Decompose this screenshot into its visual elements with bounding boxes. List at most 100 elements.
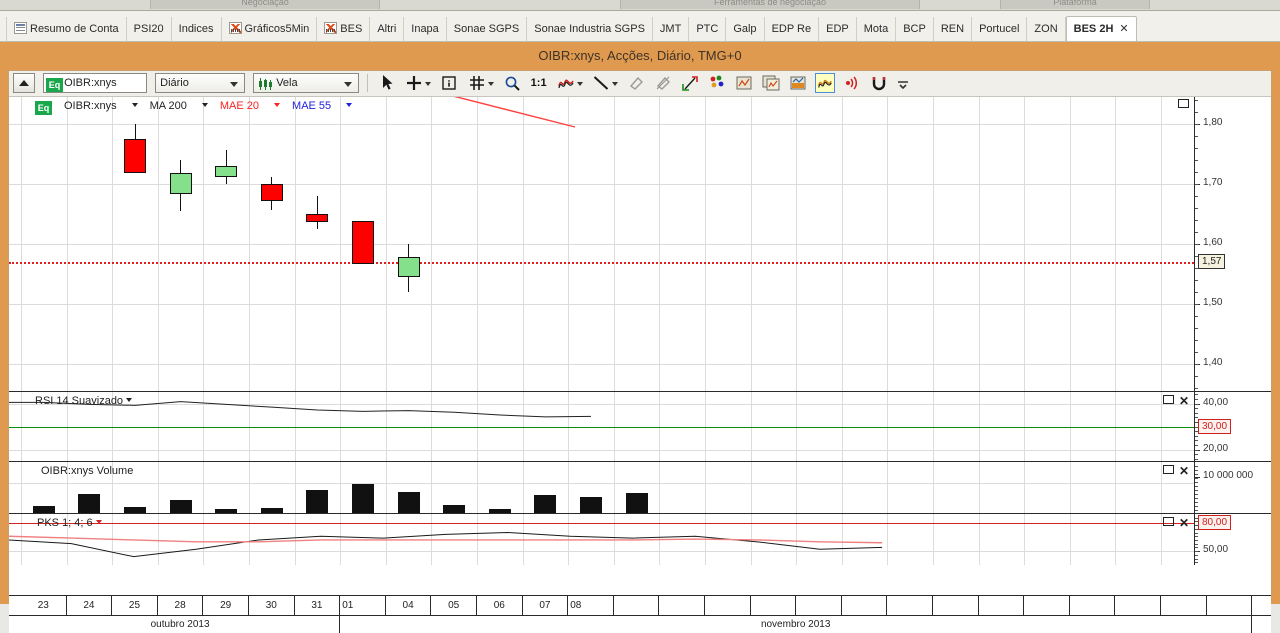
price-pane-controls[interactable] — [1178, 99, 1189, 112]
volume-bar[interactable] — [124, 506, 146, 513]
close-pane-icon[interactable]: ✕ — [1178, 394, 1189, 408]
toolbar-overflow-icon[interactable] — [896, 79, 916, 96]
rsi-plot[interactable] — [9, 392, 1194, 461]
date-tick[interactable]: 29 — [203, 596, 249, 615]
print-chart-icon[interactable] — [788, 73, 808, 93]
pks-pane-controls[interactable]: ✕ — [1162, 516, 1189, 530]
volume-bar[interactable] — [580, 497, 602, 513]
date-tick[interactable]: 08 — [568, 596, 614, 615]
volume-pane-controls[interactable]: ✕ — [1162, 464, 1189, 478]
tab-bcp[interactable]: BCP — [896, 17, 934, 41]
period-select[interactable]: Diário — [155, 73, 246, 93]
tab-mota[interactable]: Mota — [857, 17, 897, 41]
legend-item[interactable]: MAE 20 — [220, 100, 281, 112]
legend-dropdown-icon[interactable] — [201, 103, 208, 107]
maximize-pane-icon[interactable] — [1162, 395, 1174, 404]
volume-bar[interactable] — [32, 505, 55, 513]
date-tick[interactable]: 01 — [340, 596, 386, 615]
tab-zon[interactable]: ZON — [1027, 17, 1066, 41]
volume-pane[interactable]: 10 000 000 OIBR:xnys Volume ✕ — [9, 461, 1271, 513]
date-tick[interactable]: 31 — [295, 596, 341, 615]
price-plot[interactable] — [9, 97, 1194, 391]
copy-chart-icon[interactable] — [734, 73, 754, 93]
tab-sonae-sgps[interactable]: Sonae SGPS — [447, 17, 528, 41]
trendline-dropdown-icon[interactable] — [611, 82, 618, 86]
tab-inapa[interactable]: Inapa — [404, 17, 447, 41]
volume-bar[interactable] — [215, 509, 238, 513]
tab-edp-re[interactable]: EDP Re — [765, 17, 820, 41]
date-tick[interactable] — [1161, 596, 1207, 615]
volume-bar[interactable] — [397, 491, 420, 513]
magnet-icon[interactable] — [869, 73, 889, 93]
info-icon[interactable] — [439, 73, 459, 93]
date-tick[interactable]: 06 — [477, 596, 523, 615]
tab-edp[interactable]: EDP — [819, 17, 857, 41]
close-pane-icon[interactable]: ✕ — [1178, 464, 1189, 478]
volume-bar[interactable] — [306, 490, 329, 513]
date-tick[interactable] — [796, 596, 842, 615]
tab-ptc[interactable]: PTC — [689, 17, 727, 41]
candlestick[interactable] — [352, 97, 374, 391]
tab-galp[interactable]: Galp — [726, 17, 765, 41]
tab-gr-ficos5min[interactable]: Gráficos5Min — [222, 17, 318, 41]
legend-item[interactable]: MAE 55 — [292, 100, 353, 112]
tab-psi20[interactable]: PSI20 — [127, 17, 172, 41]
pks-axis[interactable]: 50,00 80,00 — [1194, 514, 1271, 565]
legend-item[interactable]: Eq OIBR:xnys — [35, 100, 138, 115]
tab-resumo-de-conta[interactable]: Resumo de Conta — [6, 17, 127, 41]
candlestick[interactable] — [169, 97, 192, 391]
legend-dropdown-icon[interactable] — [131, 103, 138, 107]
rsi-pane[interactable]: 40,00 20,00 30,00 RSI 14 Suavizado ✕ — [9, 391, 1271, 461]
date-tick[interactable] — [1207, 596, 1253, 615]
candlestick[interactable] — [397, 97, 420, 391]
legend-dropdown-icon[interactable] — [274, 103, 281, 107]
cursor-arrow-icon[interactable] — [377, 73, 397, 93]
date-tick[interactable] — [979, 596, 1025, 615]
volume-bar[interactable] — [443, 505, 466, 513]
candlestick[interactable] — [306, 97, 329, 391]
date-tick[interactable] — [933, 596, 979, 615]
tab-bes[interactable]: BES — [317, 17, 371, 41]
price-pane[interactable]: 1,80 1,70 1,60 1,50 1,40 1,57 Eq OIBR:xnys MA 2… — [9, 97, 1271, 391]
crosshair-dropdown-icon[interactable] — [425, 82, 432, 86]
date-tick[interactable]: 23 — [21, 596, 67, 615]
grid-icon[interactable] — [467, 73, 487, 93]
pks-plot[interactable] — [9, 514, 1194, 565]
date-tick[interactable] — [751, 596, 797, 615]
volume-bar[interactable] — [488, 508, 511, 513]
date-tick[interactable]: 05 — [431, 596, 477, 615]
volume-bar[interactable] — [260, 507, 283, 513]
pks-pane[interactable]: 50,00 80,00 PKS 1; 4; 6 ✕ — [9, 513, 1271, 565]
chart-area[interactable]: 1,80 1,70 1,60 1,50 1,40 1,57 Eq OIBR:xnys MA 2… — [9, 97, 1271, 595]
volume-axis[interactable]: 10 000 000 — [1194, 462, 1271, 513]
candlestick[interactable] — [124, 97, 146, 391]
collapse-panel-button[interactable] — [13, 73, 35, 93]
maximize-pane-icon[interactable] — [1162, 465, 1174, 474]
date-axis[interactable]: 23 24 25 28 29 30 31 01 04 05 06 07 08 outubro 2013 n… — [9, 595, 1271, 633]
date-tick[interactable]: 04 — [386, 596, 432, 615]
price-axis[interactable]: 1,80 1,70 1,60 1,50 1,40 1,57 — [1194, 97, 1271, 391]
tab-close-icon[interactable]: ✕ — [1119, 23, 1129, 35]
volume-bar[interactable] — [625, 493, 648, 513]
volume-bar[interactable] — [169, 499, 192, 513]
measure-icon[interactable] — [680, 73, 700, 93]
date-tick[interactable]: 25 — [112, 596, 158, 615]
date-tick[interactable] — [842, 596, 888, 615]
ratio-1-1-icon[interactable]: 1:1 — [529, 73, 549, 93]
date-tick[interactable] — [614, 596, 660, 615]
pks-dropdown-icon[interactable] — [95, 520, 102, 524]
palette-icon[interactable] — [707, 73, 727, 93]
rsi-dropdown-icon[interactable] — [126, 398, 133, 402]
date-tick[interactable] — [705, 596, 751, 615]
alert-icon[interactable] — [842, 73, 862, 93]
candlestick[interactable] — [215, 97, 238, 391]
trendline-icon[interactable] — [591, 73, 611, 93]
candlestick[interactable] — [260, 97, 283, 391]
date-tick[interactable]: 30 — [249, 596, 295, 615]
tab-jmt[interactable]: JMT — [653, 17, 690, 41]
tab-ren[interactable]: REN — [934, 17, 973, 41]
tab-indices[interactable]: Indices — [172, 17, 222, 41]
tab-portucel[interactable]: Portucel — [972, 17, 1028, 41]
rsi-axis[interactable]: 40,00 20,00 30,00 — [1194, 392, 1271, 461]
tab-bes-2h[interactable]: BES 2H ✕ — [1065, 16, 1137, 41]
